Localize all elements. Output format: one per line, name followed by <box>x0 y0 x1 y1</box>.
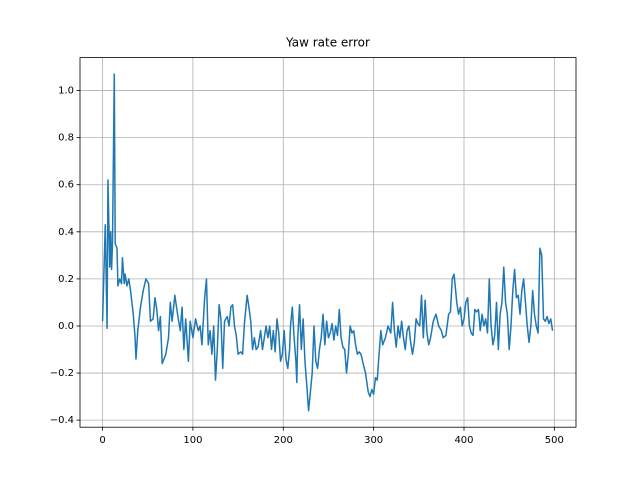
y-tick-label: 0.4 <box>58 227 74 238</box>
x-tick-label: 500 <box>545 435 564 446</box>
y-tick-label: 0.8 <box>58 133 74 144</box>
y-tick-label: 0.0 <box>58 321 74 332</box>
x-tick-label: 300 <box>364 435 383 446</box>
y-tick-label: 0.6 <box>58 180 74 191</box>
chart-title: Yaw rate error <box>285 36 370 50</box>
plot-frame <box>79 57 577 428</box>
y-tick-label: −0.2 <box>50 368 74 379</box>
y-tick-label: −0.4 <box>50 415 74 426</box>
x-tick-label: 400 <box>454 435 473 446</box>
x-tick-label: 200 <box>274 435 293 446</box>
x-tick-label: 0 <box>99 435 105 446</box>
y-tick-label: 0.2 <box>58 274 74 285</box>
data-line <box>101 73 554 412</box>
y-tick-label: 1.0 <box>58 86 74 97</box>
x-tick-label: 100 <box>183 435 202 446</box>
